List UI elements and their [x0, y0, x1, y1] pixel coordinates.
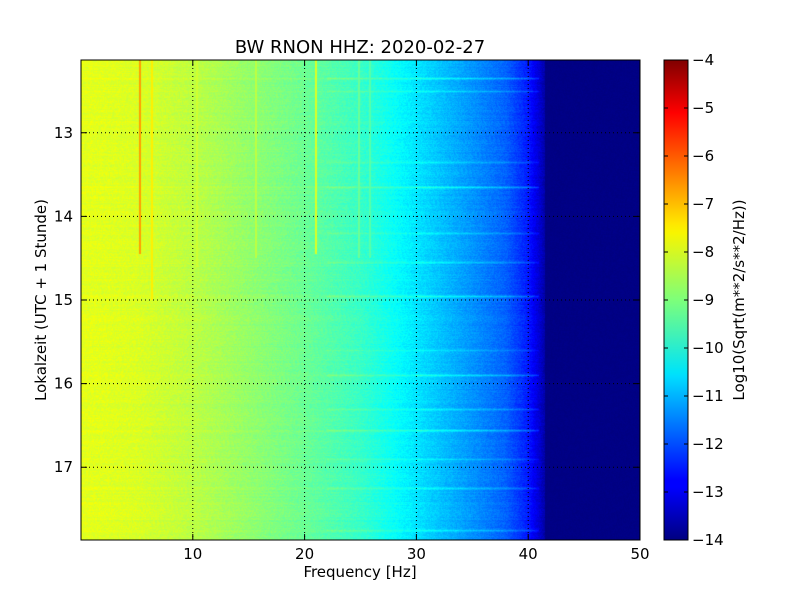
y-tick-label: 17: [54, 458, 73, 476]
y-tick-label: 15: [54, 291, 73, 309]
colorbar-label: Log10(Sqrt(m**2/s**2/Hz)): [730, 199, 748, 400]
colorbar-tick-label: −12: [692, 435, 724, 453]
y-tick-label: 16: [54, 375, 73, 393]
y-tick-label: 14: [54, 207, 73, 225]
x-tick-label: 30: [407, 545, 426, 563]
x-axis-label: Frequency [Hz]: [303, 563, 416, 581]
colorbar-tick-label: −6: [692, 147, 714, 165]
colorbar-tick-label: −7: [692, 195, 714, 213]
x-tick-label: 40: [519, 545, 538, 563]
x-tick-label: 10: [183, 545, 202, 563]
colorbar-tick-label: −9: [692, 291, 714, 309]
spectrogram-heatmap: [81, 60, 640, 540]
colorbar-tick-label: −5: [692, 99, 714, 117]
chart-title: BW RNON HHZ: 2020-02-27: [235, 37, 485, 58]
colorbar-tick-label: −11: [692, 387, 724, 405]
colorbar-tick-label: −4: [692, 51, 714, 69]
colorbar-tick-label: −8: [692, 243, 714, 261]
x-tick-label: 50: [630, 545, 649, 563]
grid-lines: [81, 60, 640, 540]
y-axis-ticks: 13 14 15 16 17: [54, 124, 640, 476]
colorbar-tick-label: −13: [692, 483, 724, 501]
colorbar-tick-label: −10: [692, 339, 724, 357]
plot-area: 10 20 30 40 50 13 14 15 16 17: [54, 59, 650, 563]
colorbar-tick-label: −14: [692, 531, 724, 549]
x-tick-label: 20: [295, 545, 314, 563]
y-tick-label: 13: [54, 124, 73, 142]
colorbar: −4 −5 −6 −7 −8 −9 −10 −11 −12 −13 −14 Log10(Sqrt(m…: [663, 51, 748, 549]
x-axis-ticks: 10 20 30 40 50: [183, 60, 650, 563]
colorbar-ticks: −4 −5 −6 −7 −8 −9 −10 −11 −12 −13 −14: [664, 51, 724, 549]
y-axis-label: Lokalzeit (UTC + 1 Stunde): [32, 199, 50, 401]
